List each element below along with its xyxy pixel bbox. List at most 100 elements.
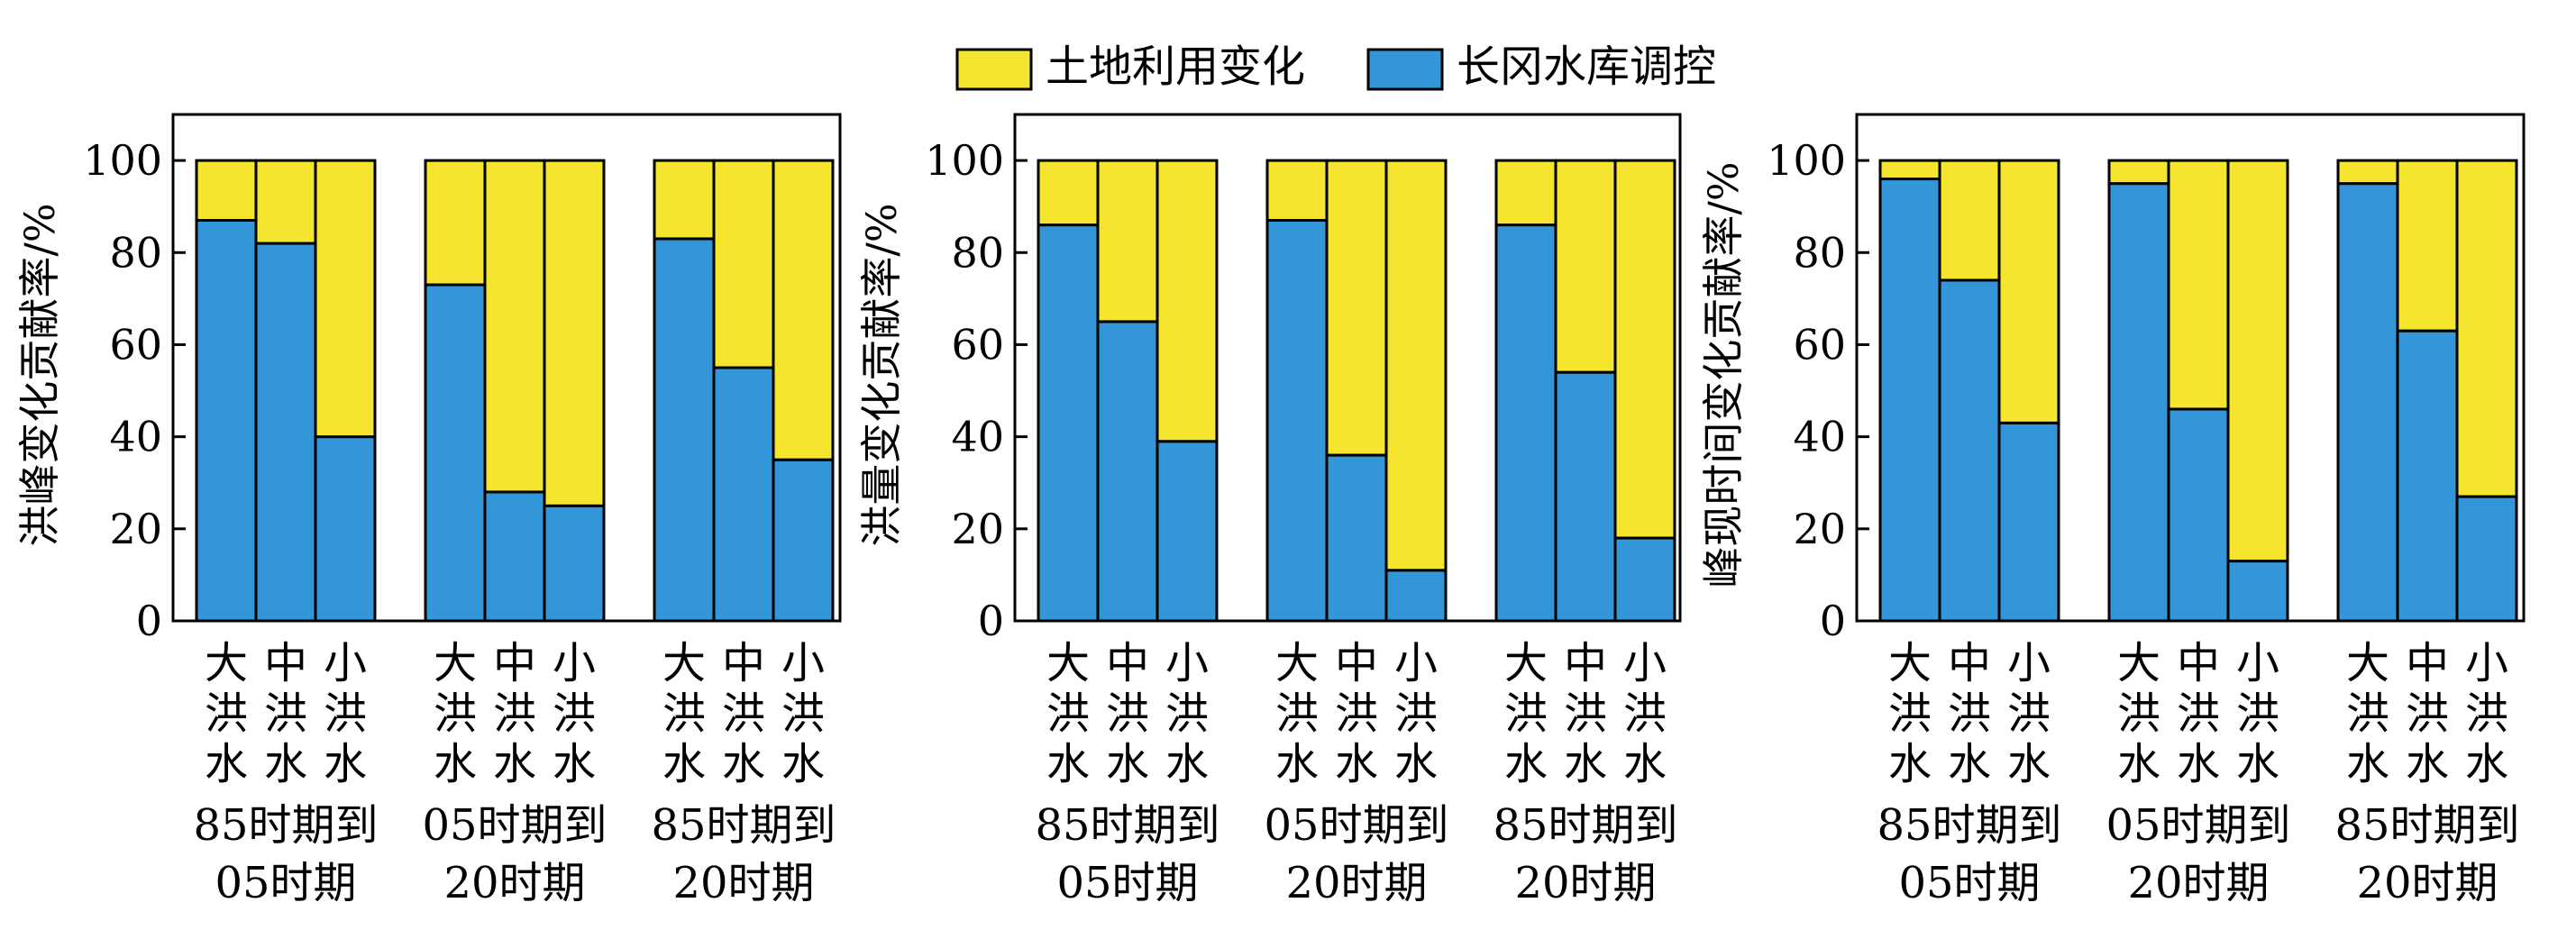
bar-segment-land-use [195, 159, 258, 223]
category-label-char: 水 [493, 739, 536, 789]
category-label-char: 洪 [553, 688, 596, 739]
plot-frame [171, 113, 842, 623]
category-label-char: 小 [553, 638, 596, 688]
period-label-bottom: 20时期 [443, 858, 585, 908]
category-label-char: 洪 [2465, 688, 2508, 739]
category-label-char: 水 [2465, 739, 2508, 789]
y-tick-label: 80 [951, 228, 1004, 277]
category-label-char: 洪 [1888, 688, 1932, 739]
category-label-char: 水 [1888, 739, 1932, 789]
category-label-char: 洪 [1623, 688, 1667, 739]
category-label-char: 水 [2346, 739, 2389, 789]
y-tick-label: 100 [925, 136, 1004, 185]
bar-segment-reservoir [2167, 407, 2230, 623]
bar-segment-reservoir [1494, 223, 1557, 623]
bar-segment-land-use [1938, 159, 2001, 282]
category-label-char: 小 [324, 638, 367, 688]
category-label-char: 洪 [722, 688, 765, 739]
category-label-char: 洪 [1165, 688, 1209, 739]
bar-segment-land-use [1325, 159, 1388, 457]
category-label-char: 中 [2177, 638, 2220, 688]
bar-segment-reservoir [1938, 278, 2001, 623]
category-label-char: 水 [781, 739, 825, 789]
bar-segment-land-use [2107, 159, 2170, 186]
chart-panel-2: 大洪水 中洪水 小洪水 85时期到 05时期 大洪水 中洪水 小洪水 05时期到 20时期 大洪水 中… [857, 113, 1682, 908]
legend-label-reservoir: 长冈水库调控 [1457, 41, 1716, 92]
bar-segment-reservoir [1096, 320, 1159, 623]
bar-segment-land-use [1384, 159, 1448, 572]
chart-panel-3: 大洪水 中洪水 小洪水 85时期到 05时期 大洪水 中洪水 小洪水 05时期到 20时期 大洪水 中… [1699, 113, 2526, 908]
bar-segment-land-use [772, 159, 835, 461]
chart-panels: 大洪水 中洪水 小洪水 85时期到 05时期 大洪水 中洪水 小洪水 05时期到 20时期 大洪水 中… [15, 113, 2526, 908]
y-tick-label: 0 [978, 597, 1004, 645]
y-axis-label: 峰现时间变化贡献率/% [1699, 161, 1748, 588]
category-label-char: 洪 [1106, 688, 1149, 739]
bar-segment-land-use [543, 159, 606, 507]
y-tick-label: 20 [109, 505, 162, 553]
category-label-char: 水 [662, 739, 706, 789]
category-label-char: 小 [1165, 638, 1209, 688]
bar-segment-reservoir [1325, 453, 1388, 623]
category-label-char: 大 [1888, 638, 1932, 688]
y-tick-label: 20 [1793, 505, 1846, 553]
category-label-char: 中 [2406, 638, 2449, 688]
category-label-char: 洪 [2117, 688, 2160, 739]
plot-frame [1013, 113, 1682, 623]
legend-swatch-land-use [955, 48, 1033, 91]
period-label-bottom: 20时期 [2127, 858, 2269, 908]
period-label-top: 05时期到 [2106, 800, 2290, 851]
y-tick-label: 0 [1820, 597, 1846, 645]
legend-label-land-use: 土地利用变化 [1046, 41, 1305, 92]
bar-segment-reservoir [483, 490, 546, 623]
bar-segment-land-use [2455, 159, 2518, 498]
y-tick-label: 60 [951, 320, 1004, 369]
period-label-top: 85时期到 [651, 800, 836, 851]
category-label-char: 洪 [1948, 688, 1991, 739]
category-label-char: 水 [434, 739, 477, 789]
category-label-char: 大 [434, 638, 477, 688]
category-label-char: 洪 [493, 688, 536, 739]
category-label-char: 水 [1106, 739, 1149, 789]
bar-segment-land-use [1997, 159, 2060, 424]
category-label-char: 洪 [1564, 688, 1607, 739]
category-label-char: 洪 [2346, 688, 2389, 739]
bar-segment-reservoir [1878, 178, 1941, 623]
bar-segment-reservoir [1554, 370, 1617, 623]
category-label-char: 水 [205, 739, 248, 789]
bar-segment-reservoir [314, 435, 377, 623]
bar-segment-reservoir [2226, 560, 2289, 623]
period-label-bottom: 05时期 [1056, 858, 1198, 908]
bar-segment-reservoir [2107, 182, 2170, 623]
y-tick-label: 40 [109, 413, 162, 461]
category-label-char: 洪 [2007, 688, 2051, 739]
category-label-char: 小 [1394, 638, 1438, 688]
period-label-bottom: 20时期 [1285, 858, 1427, 908]
bar-segment-land-use [1265, 159, 1329, 223]
y-tick-label: 0 [136, 597, 162, 645]
bar-segment-reservoir [2336, 182, 2399, 623]
category-label-char: 中 [1106, 638, 1149, 688]
category-label-char: 水 [1948, 739, 1991, 789]
y-tick-label: 80 [109, 228, 162, 277]
category-label-char: 水 [2177, 739, 2220, 789]
category-label-char: 洪 [1394, 688, 1438, 739]
category-label-char: 水 [1165, 739, 1209, 789]
bar-segment-reservoir [1613, 536, 1676, 623]
bar-segment-land-use [1096, 159, 1159, 324]
category-label-char: 洪 [434, 688, 477, 739]
bar-segment-land-use [483, 159, 546, 494]
y-tick-label: 40 [951, 413, 1004, 461]
period-label-bottom: 05时期 [215, 858, 356, 908]
y-tick-label: 100 [83, 136, 162, 185]
bar-segment-land-use [653, 159, 716, 241]
bar-segment-reservoir [653, 237, 716, 623]
category-label-char: 洪 [1504, 688, 1548, 739]
bar-segment-land-use [1494, 159, 1557, 227]
y-axis-label: 洪量变化贡献率/% [857, 203, 906, 546]
period-label-bottom: 20时期 [672, 858, 814, 908]
period-label-top: 85时期到 [2334, 800, 2519, 851]
y-tick-label: 80 [1793, 228, 1846, 277]
legend-swatch-reservoir [1366, 48, 1444, 91]
bar-segment-land-use [1554, 159, 1617, 374]
